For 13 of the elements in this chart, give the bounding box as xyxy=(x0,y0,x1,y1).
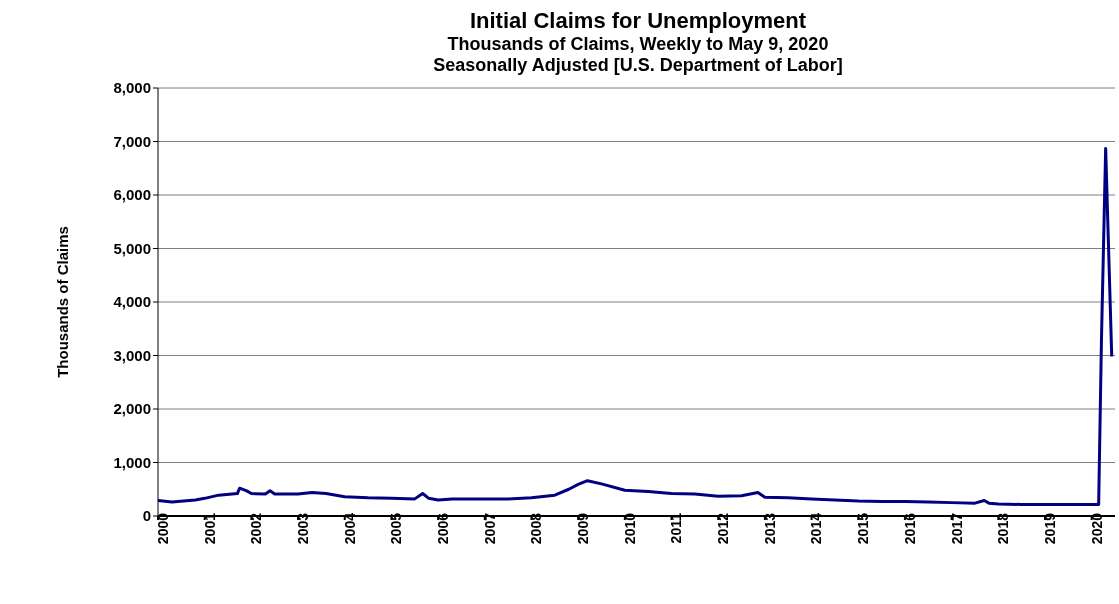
y-tick-label: 8,000 xyxy=(113,79,151,97)
y-tick-label: 3,000 xyxy=(113,346,151,364)
y-tick-label: 4,000 xyxy=(113,293,151,311)
chart-title: Initial Claims for Unemployment xyxy=(468,8,808,34)
y-tick-label: 6,000 xyxy=(113,186,151,204)
y-tick-label: 7,000 xyxy=(113,132,151,150)
y-tick-label: 5,000 xyxy=(113,239,151,257)
chart-subtitle: Thousands of Claims, Weekly to May 9, 2020 Seasonally Adjusted [U.S. Department of Labor] xyxy=(432,34,844,76)
y-tick-label: 2,000 xyxy=(113,400,151,418)
y-axis-title: Thousands of Claims xyxy=(54,226,72,378)
line-series xyxy=(158,146,1114,506)
y-tick-label: 1,000 xyxy=(113,453,151,471)
y-tick-label: 0 xyxy=(142,507,151,525)
